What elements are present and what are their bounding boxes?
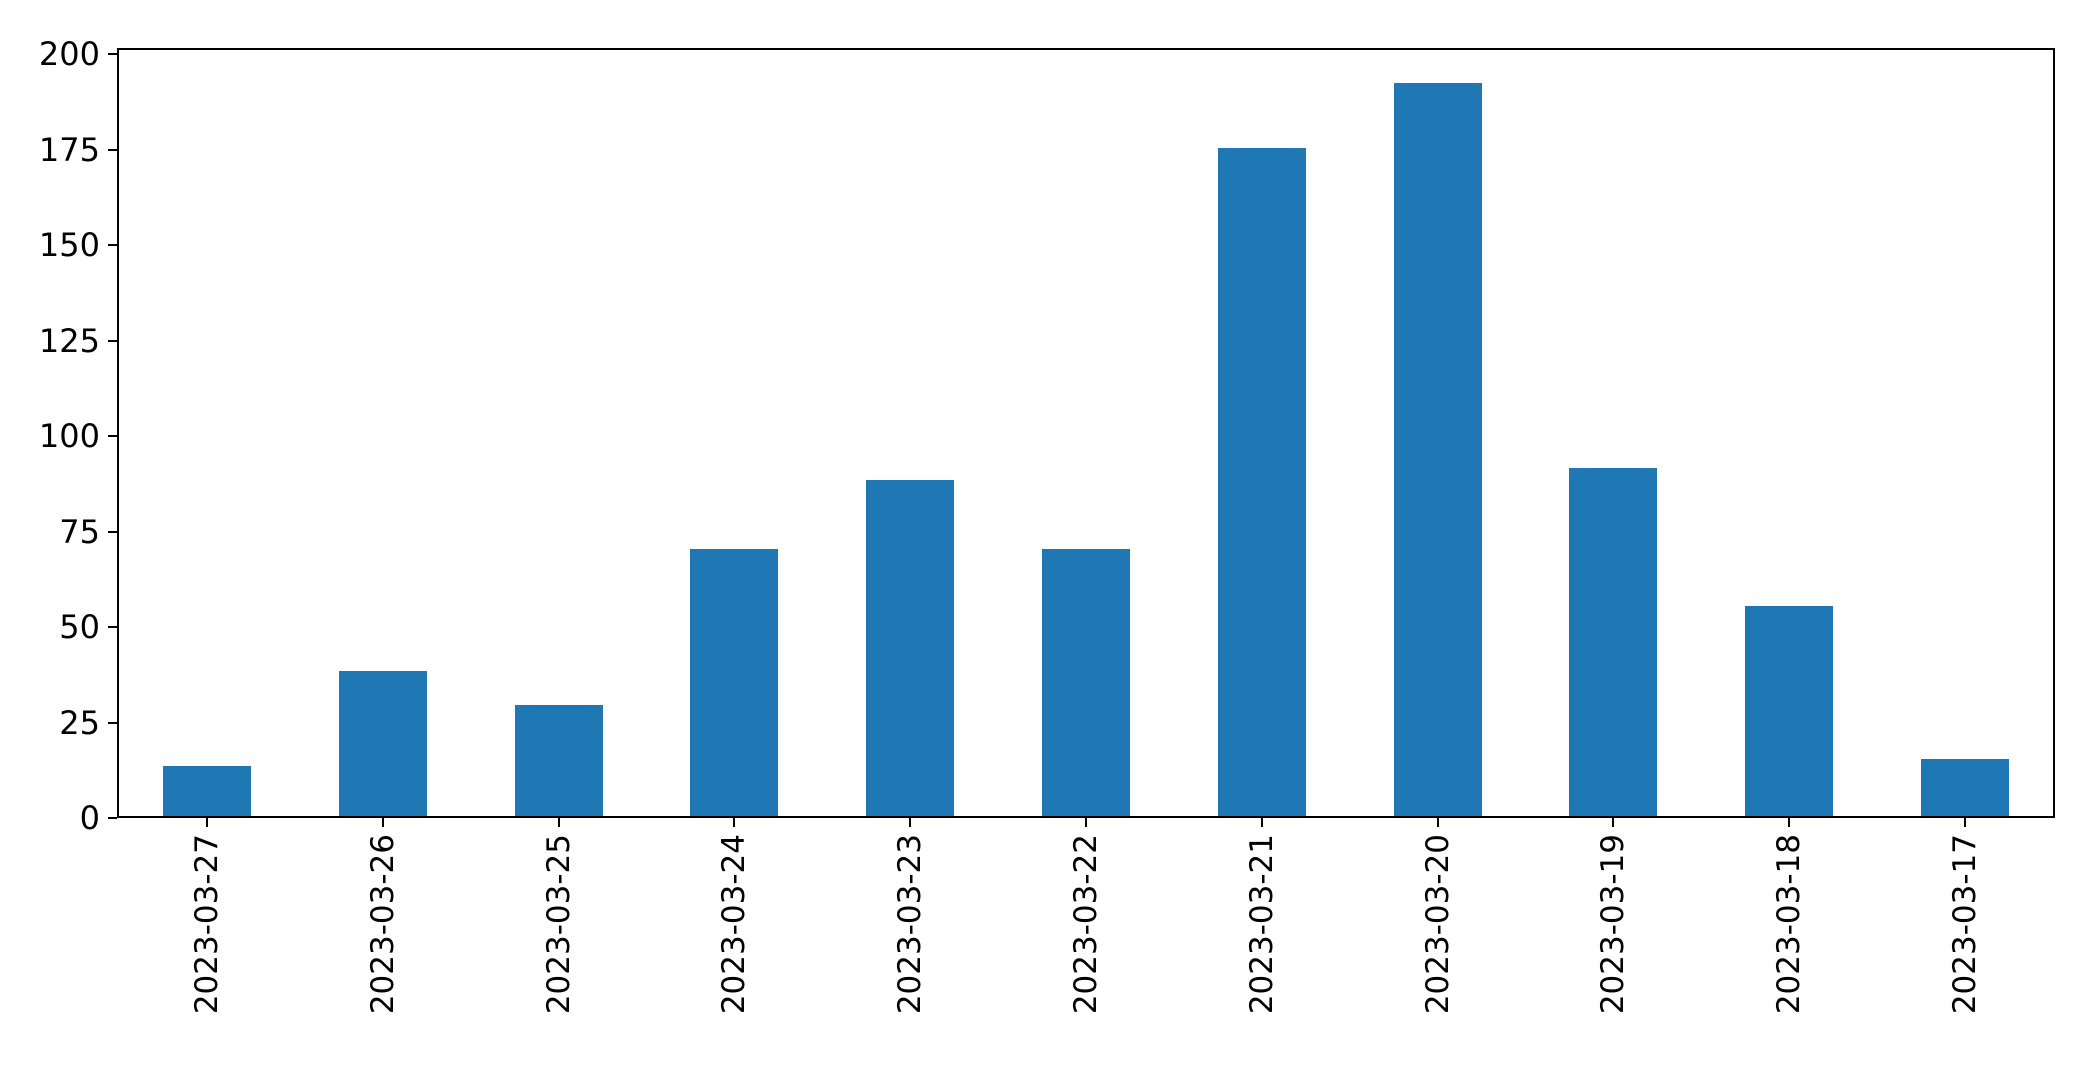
y-tick-mark <box>108 530 117 533</box>
x-tick-mark <box>733 818 736 827</box>
y-tick-mark <box>108 339 117 342</box>
y-tick-mark <box>108 626 117 629</box>
x-tick-label: 2023-03-20 <box>1419 834 1456 1015</box>
bar-2023-03-17 <box>1921 758 2010 816</box>
x-tick-mark <box>1260 818 1263 827</box>
x-tick-mark <box>1964 818 1967 827</box>
bar-2023-03-25 <box>514 705 603 816</box>
bar-2023-03-23 <box>866 479 955 816</box>
y-tick-label: 100 <box>38 417 100 456</box>
x-tick-label: 2023-03-22 <box>1068 834 1104 1015</box>
bar-2023-03-18 <box>1745 605 1834 816</box>
y-tick-label: 150 <box>38 226 100 265</box>
x-tick-label: 2023-03-25 <box>540 834 577 1015</box>
y-tick-label: 75 <box>59 512 100 551</box>
bar-2023-03-26 <box>338 670 427 816</box>
y-tick-label: 200 <box>38 35 100 74</box>
bar-2023-03-27 <box>162 766 251 816</box>
x-tick-mark <box>1436 818 1439 827</box>
y-tick-label: 175 <box>38 130 100 169</box>
y-tick-label: 50 <box>59 608 100 647</box>
x-tick-label: 2023-03-18 <box>1771 834 1808 1015</box>
x-tick-mark <box>557 818 560 827</box>
bar-2023-03-22 <box>1042 548 1130 816</box>
y-tick-mark <box>108 148 117 151</box>
bar-2023-03-21 <box>1217 147 1306 816</box>
y-tick-mark <box>108 53 117 56</box>
x-tick-label: 2023-03-23 <box>892 834 929 1015</box>
x-tick-label: 2023-03-24 <box>716 834 753 1015</box>
x-tick-label: 2023-03-21 <box>1243 834 1280 1015</box>
y-tick-label: 25 <box>59 703 100 742</box>
x-tick-mark <box>909 818 912 827</box>
plot-area <box>117 48 2055 818</box>
x-tick-label: 2023-03-27 <box>188 834 225 1015</box>
bar-2023-03-20 <box>1393 82 1482 816</box>
bar-2023-03-19 <box>1569 468 1658 816</box>
x-tick-label: 2023-03-17 <box>1947 834 1984 1015</box>
x-tick-mark <box>1788 818 1791 827</box>
bar-2023-03-24 <box>690 548 779 816</box>
x-tick-mark <box>205 818 208 827</box>
x-tick-label: 2023-03-26 <box>364 834 401 1015</box>
x-tick-mark <box>1085 818 1087 827</box>
y-tick-mark <box>108 244 117 247</box>
x-tick-label: 2023-03-19 <box>1595 834 1632 1015</box>
x-tick-mark <box>1612 818 1615 827</box>
y-tick-label: 0 <box>79 799 100 837</box>
y-tick-mark <box>108 435 117 438</box>
y-tick-label: 125 <box>38 321 100 360</box>
x-tick-mark <box>381 818 384 827</box>
y-tick-mark <box>108 817 117 819</box>
y-tick-mark <box>108 721 117 724</box>
